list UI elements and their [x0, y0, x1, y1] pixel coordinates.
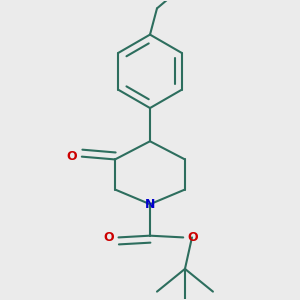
Text: N: N	[145, 198, 155, 211]
Text: O: O	[188, 231, 198, 244]
Text: O: O	[67, 150, 77, 163]
Text: O: O	[103, 231, 114, 244]
